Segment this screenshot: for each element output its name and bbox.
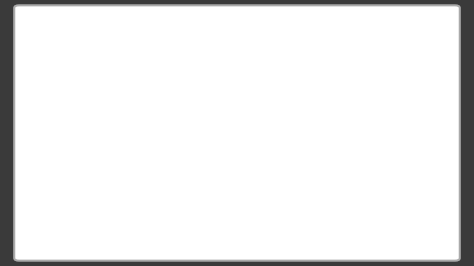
Text: $\ell$ = slant height of cone: $\ell$ = slant height of cone	[47, 220, 188, 237]
Text: SA = $\pi$r$\ell$ + $\pi$r$^2$: SA = $\pi$r$\ell$ + $\pi$r$^2$	[33, 131, 166, 151]
Text: r = radius of circle base: r = radius of circle base	[47, 190, 189, 203]
Polygon shape	[303, 176, 427, 231]
Text: SA = $\frac{1}{2}$P$\ell$: SA = $\frac{1}{2}$P$\ell$	[261, 76, 328, 102]
Text: Lateral Area of a Cone: Lateral Area of a Cone	[261, 48, 384, 58]
Ellipse shape	[303, 226, 427, 238]
Text: Surface Area of a Cone: Surface Area of a Cone	[41, 48, 167, 58]
Text: SA = $\pi$r$\ell$: SA = $\pi$r$\ell$	[261, 132, 340, 150]
Text: Formulas: Formulas	[191, 12, 283, 30]
Text: SA = $\frac{1}{2}$P$\ell$ + B: SA = $\frac{1}{2}$P$\ell$ + B	[38, 76, 138, 102]
